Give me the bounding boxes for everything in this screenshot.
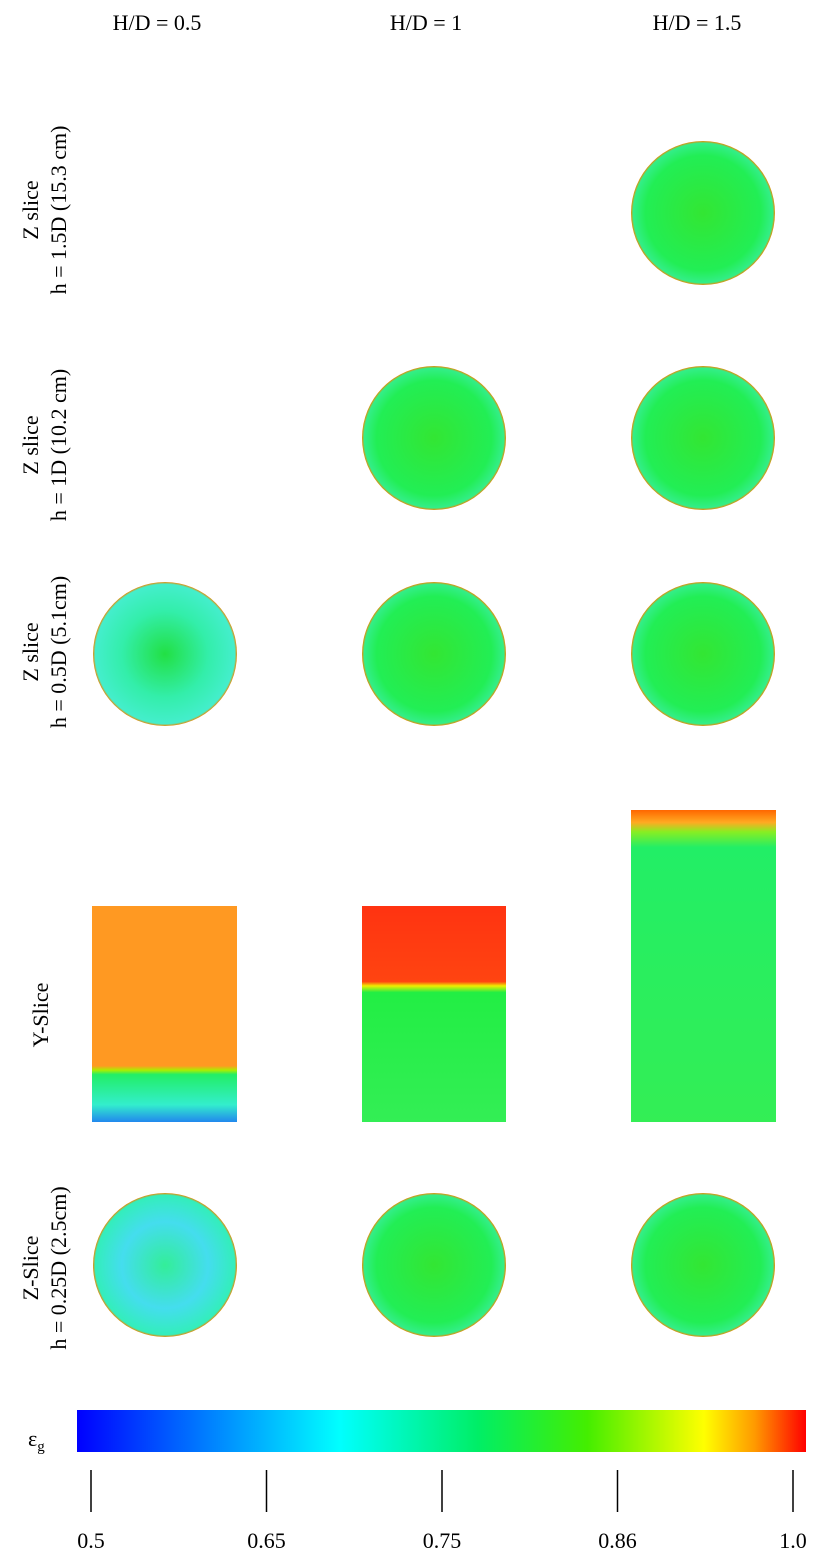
colorbar-tick-label: 1.0 xyxy=(779,1528,807,1553)
slice-image xyxy=(93,1193,237,1337)
row-label: h = 0.5D (5.1cm) xyxy=(46,576,71,728)
row-label: Z-Slice xyxy=(18,1236,43,1301)
column-header: H/D = 1 xyxy=(390,10,462,35)
row-label: Z slice xyxy=(18,180,43,239)
colorbar-label: εg xyxy=(28,1426,45,1455)
slice-image xyxy=(362,366,506,510)
slice-image xyxy=(362,582,506,726)
colorbar-subscript: g xyxy=(37,1439,45,1455)
slice-image xyxy=(631,366,775,510)
slice-image xyxy=(362,906,506,1122)
row-label: h = 1.5D (15.3 cm) xyxy=(46,126,71,295)
column-header: H/D = 1.5 xyxy=(653,10,742,35)
row-label: Z slice xyxy=(18,415,43,474)
slice-image xyxy=(631,141,775,285)
slice-image xyxy=(631,810,776,1122)
slice-image xyxy=(92,906,237,1122)
slice-image xyxy=(93,582,237,726)
row-label: h = 0.25D (2.5cm) xyxy=(46,1186,71,1349)
colorbar-tick-label: 0.86 xyxy=(598,1528,637,1553)
colorbar-tick-label: 0.5 xyxy=(77,1528,105,1553)
colorbar xyxy=(77,1410,806,1452)
row-label: Y-Slice xyxy=(28,983,53,1048)
row-label: h = 1D (10.2 cm) xyxy=(46,369,71,521)
colorbar-symbol: ε xyxy=(28,1426,37,1451)
colorbar-tick-label: 0.65 xyxy=(247,1528,286,1553)
column-header: H/D = 0.5 xyxy=(113,10,202,35)
colorbar-tick-label: 0.75 xyxy=(423,1528,462,1553)
slice-image xyxy=(631,1193,775,1337)
slice-image xyxy=(631,582,775,726)
row-label: Z slice xyxy=(18,622,43,681)
slice-image xyxy=(362,1193,506,1337)
colorbar-ticks: 0.5 0.65 0.75 0.86 1.0 xyxy=(77,1470,807,1553)
